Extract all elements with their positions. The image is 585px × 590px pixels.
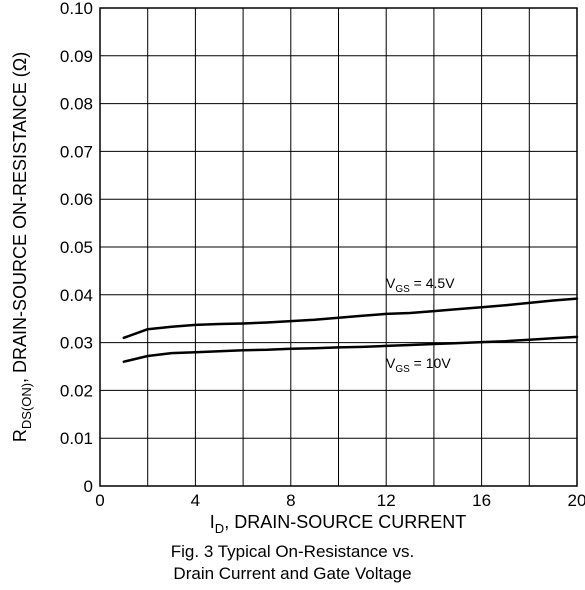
y-tick-label: 0.01 [60, 429, 93, 448]
x-tick-labels: 0 4 8 12 16 20 [95, 491, 585, 510]
x-tick-label: 0 [95, 491, 104, 510]
x-tick-label: 8 [286, 491, 295, 510]
series-line-vgs-4-5v [122, 297, 579, 340]
y-tick-label: 0.03 [60, 334, 93, 353]
y-tick-label: 0 [84, 477, 93, 496]
caption-line-1: Fig. 3 Typical On-Resistance vs. [170, 542, 415, 561]
chart: 0 0.01 0.02 0.03 0.04 0.05 0.06 0.07 0.08 0.09 0.1… [10, 0, 585, 536]
y-tick-label: 0.04 [60, 286, 93, 305]
caption-line-2: Drain Current and Gate Voltage [173, 564, 412, 583]
y-axis-title: RDS(ON), DRAIN-SOURCE ON-RESISTANCE (Ω) [10, 52, 34, 442]
x-tick-label: 20 [568, 491, 585, 510]
x-tick-label: 4 [191, 491, 200, 510]
y-tick-label: 0.06 [60, 190, 93, 209]
x-tick-label: 12 [377, 491, 396, 510]
x-axis-title: ID, DRAIN-SOURCE CURRENT [210, 512, 466, 536]
y-tick-label: 0.02 [60, 381, 93, 400]
series-label-vgs-10v: VGS = 10V [386, 355, 451, 375]
series-label-vgs-4-5v: VGS = 4.5V [386, 275, 455, 295]
y-tick-label: 0.07 [60, 142, 93, 161]
y-tick-label: 0.05 [60, 238, 93, 257]
plot-frame [99, 7, 578, 487]
series-line-vgs-10v [122, 335, 579, 363]
x-tick-label: 16 [472, 491, 491, 510]
series-lines [122, 297, 579, 363]
y-tick-labels: 0 0.01 0.02 0.03 0.04 0.05 0.06 0.07 0.08 0.09 0.1… [60, 0, 93, 496]
y-tick-label: 0.09 [60, 47, 93, 66]
y-tick-label: 0.10 [60, 0, 93, 18]
y-tick-label: 0.08 [60, 95, 93, 114]
grid [100, 8, 577, 486]
